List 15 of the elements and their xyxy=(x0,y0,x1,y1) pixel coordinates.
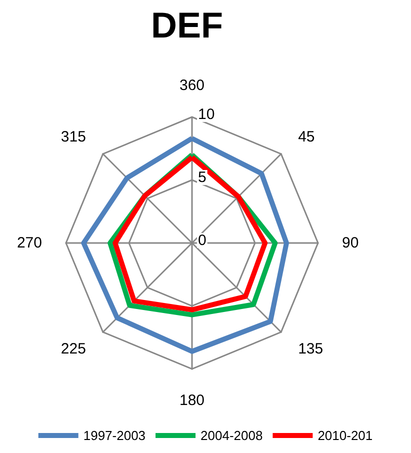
spoke-label: 90 xyxy=(342,234,359,252)
legend-label: 2004-2008 xyxy=(200,428,263,443)
spoke-label: 225 xyxy=(60,340,86,358)
spoke-label: 270 xyxy=(16,234,42,252)
legend-label: 2010-201 xyxy=(318,428,373,443)
spoke-label: 180 xyxy=(179,392,205,409)
spoke-label: 45 xyxy=(298,128,315,146)
spoke-label: 315 xyxy=(60,128,86,146)
spoke-label: 360 xyxy=(179,77,205,94)
chart-title: DEF xyxy=(151,4,223,46)
y-tick-label: 5 xyxy=(198,169,206,186)
legend-label: 1997-2003 xyxy=(83,428,146,443)
y-tick-label: 10 xyxy=(198,106,215,123)
spoke-label: 135 xyxy=(298,340,324,358)
y-tick-label: 0 xyxy=(198,232,206,249)
